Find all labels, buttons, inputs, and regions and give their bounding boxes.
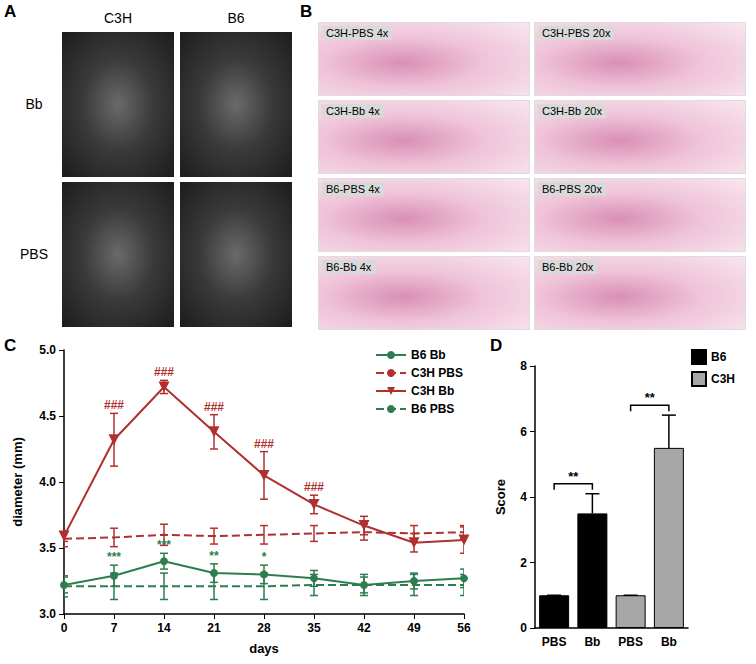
svg-text:28: 28 — [257, 621, 271, 635]
svg-text:56: 56 — [457, 621, 471, 635]
svg-text:2: 2 — [520, 556, 527, 570]
html-text:C: C — [4, 336, 17, 355]
svg-text:**: ** — [568, 469, 579, 484]
html-text:B6-Bb 4x: B6-Bb 4x — [326, 261, 372, 273]
html-text:A: A — [4, 2, 17, 21]
svg-text:###: ### — [304, 480, 324, 494]
svg-text:21: 21 — [207, 621, 221, 635]
svg-text:###: ### — [154, 365, 174, 379]
svg-text:*: * — [262, 550, 267, 564]
svg-text:8: 8 — [520, 359, 527, 373]
svg-text:B6: B6 — [711, 350, 727, 364]
svg-text:42: 42 — [357, 621, 371, 635]
html-text:B6: B6 — [227, 10, 245, 26]
svg-text:###: ### — [254, 437, 274, 451]
html-text:B6-Bb 20x: B6-Bb 20x — [542, 261, 594, 273]
svg-text:###: ### — [104, 398, 124, 412]
svg-text:C3H Bb: C3H Bb — [411, 384, 454, 398]
svg-text:PBS: PBS — [542, 635, 567, 649]
svg-text:5.0: 5.0 — [39, 343, 56, 357]
svg-text:**: ** — [209, 549, 219, 563]
svg-text:###: ### — [204, 400, 224, 414]
svg-text:6: 6 — [520, 425, 527, 439]
svg-text:C3H: C3H — [711, 372, 735, 386]
svg-text:0: 0 — [61, 621, 68, 635]
svg-text:C3H PBS: C3H PBS — [411, 366, 463, 380]
html-text:C3H-PBS 20x: C3H-PBS 20x — [542, 27, 611, 39]
html-text:B: B — [300, 2, 313, 21]
html-text:C3H-PBS 4x: C3H-PBS 4x — [326, 27, 389, 39]
svg-text:35: 35 — [307, 621, 321, 635]
html-text:C3H-Bb 20x: C3H-Bb 20x — [542, 105, 602, 117]
html-text:B6-PBS 4x: B6-PBS 4x — [326, 183, 380, 195]
html-text:PBS: PBS — [20, 245, 48, 262]
svg-text:Score: Score — [493, 479, 508, 515]
svg-text:PBS: PBS — [618, 635, 643, 649]
html-text:C3H: C3H — [104, 10, 132, 26]
svg-text:days: days — [249, 641, 279, 656]
svg-text:Bb: Bb — [661, 635, 677, 649]
svg-text:diameter (mm): diameter (mm) — [10, 437, 25, 527]
svg-text:3.0: 3.0 — [39, 607, 56, 621]
html-text:Bb: Bb — [25, 95, 43, 112]
svg-text:Bb: Bb — [584, 635, 600, 649]
svg-text:B6 Bb: B6 Bb — [411, 348, 446, 362]
svg-text:7: 7 — [111, 621, 118, 635]
svg-text:0: 0 — [520, 621, 527, 635]
svg-text:***: *** — [107, 550, 121, 564]
svg-text:4.0: 4.0 — [39, 475, 56, 489]
html-text:C3H-Bb 4x: C3H-Bb 4x — [326, 105, 380, 117]
svg-text:4.5: 4.5 — [39, 409, 56, 423]
svg-text:14: 14 — [157, 621, 171, 635]
svg-text:**: ** — [645, 390, 656, 405]
html-text:D: D — [490, 336, 503, 355]
svg-text:4: 4 — [520, 490, 527, 504]
svg-text:3.5: 3.5 — [39, 541, 56, 555]
svg-text:B6 PBS: B6 PBS — [411, 402, 454, 416]
html-text:B6-PBS 20x: B6-PBS 20x — [542, 183, 602, 195]
svg-text:49: 49 — [407, 621, 421, 635]
svg-text:***: *** — [157, 538, 171, 552]
